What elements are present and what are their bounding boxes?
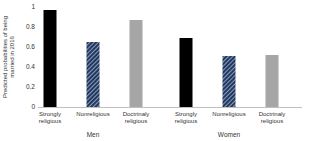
bar	[87, 42, 100, 107]
bar	[130, 20, 143, 107]
bars	[44, 10, 279, 107]
category-label-line: Doctrinaly	[259, 111, 286, 117]
category-label: Nonreligious	[76, 111, 109, 117]
y-axis-label-line: Predicted probabilities of being	[2, 16, 8, 98]
bar	[180, 38, 193, 107]
category-label-line: religious	[125, 118, 147, 124]
bar	[266, 55, 279, 107]
category-label-line: religious	[261, 118, 283, 124]
category-label-line: Strongly	[39, 111, 61, 117]
x-axis-line	[38, 107, 302, 108]
category-label-line: Nonreligious	[76, 111, 109, 117]
category-label: Stronglyreligious	[175, 111, 197, 124]
category-label: Nonreligious	[212, 111, 245, 117]
y-axis-label-line: married in 2016	[9, 35, 15, 77]
bar	[223, 56, 236, 107]
bar	[44, 10, 57, 107]
group-label: Women	[218, 131, 241, 138]
y-axis-label: Predicted probabilities of beingmarried …	[2, 16, 15, 98]
category-label-line: Strongly	[175, 111, 197, 117]
chart: 0 0.2 0.4 0.6 0.8 1 Predicted probabilities of…	[0, 0, 312, 141]
y-tick-label: 0	[31, 103, 35, 110]
category-label-line: religious	[175, 118, 197, 124]
y-tick-label: 0.6	[26, 43, 35, 50]
group-label: Men	[87, 131, 100, 138]
category-label: Stronglyreligious	[39, 111, 61, 124]
category-label-line: Doctrinaly	[123, 111, 150, 117]
category-label: Doctrinalyreligious	[259, 111, 286, 124]
category-label-line: religious	[39, 118, 61, 124]
category-label: Doctrinalyreligious	[123, 111, 150, 124]
y-tick-label: 1	[31, 3, 35, 10]
y-tick-label: 0.4	[26, 63, 35, 70]
y-tick-label: 0.8	[26, 23, 35, 30]
y-tick-label: 0.2	[26, 83, 35, 90]
category-label-line: Nonreligious	[212, 111, 245, 117]
